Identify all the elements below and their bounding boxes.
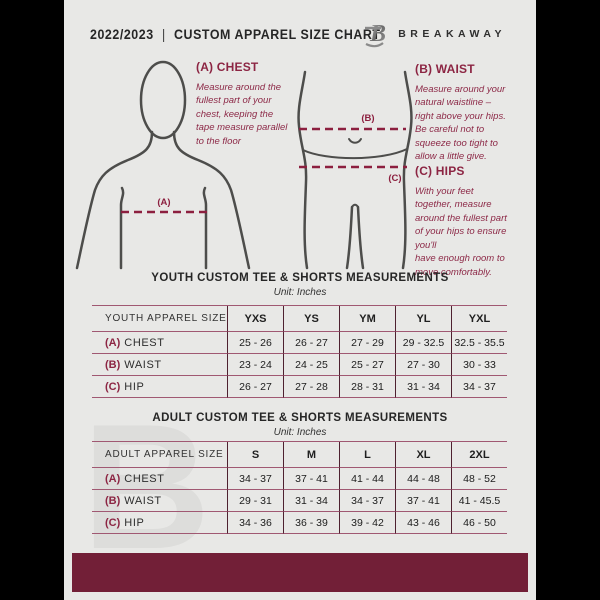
measure-name: WAIST — [124, 358, 162, 371]
waist-description: Measure around your natural waistline – … — [415, 84, 506, 163]
hips-heading: (C) HIPS — [415, 164, 465, 178]
measurement-value-cell: 23 - 24 — [227, 354, 283, 376]
chest-line-label: (A) — [157, 197, 170, 208]
page-title: CUSTOM APPAREL SIZE CHART — [174, 26, 381, 42]
measurement-value-cell: 27 - 28 — [283, 376, 339, 398]
waist-heading: (B) WAIST — [415, 62, 475, 76]
hips-line-label: (C) — [388, 173, 401, 184]
measure-name: WAIST — [124, 494, 162, 507]
brand-name: BREAKAWAY — [398, 28, 506, 40]
youth-table-title: YOUTH CUSTOM TEE & SHORTS MEASUREMENTS — [151, 272, 449, 284]
torso-figure — [75, 60, 251, 270]
measure-key: (C) — [105, 516, 121, 529]
measure-key: (A) — [105, 472, 121, 485]
measure-key: (C) — [105, 380, 121, 393]
waist-line-label: (B) — [361, 113, 374, 124]
measurement-value-cell: 31 - 34 — [283, 490, 339, 512]
size-column-header: YS — [283, 306, 339, 332]
measurement-value-cell: 44 - 48 — [395, 468, 451, 490]
measurement-value-cell: 26 - 27 — [283, 332, 339, 354]
chest-measurement-block: (A) CHEST Measure around the fullest par… — [196, 60, 314, 148]
row-label-cell: (C) HIP — [92, 376, 227, 398]
measurement-value-cell: 25 - 26 — [227, 332, 283, 354]
measurement-value-cell: 24 - 25 — [283, 354, 339, 376]
measure-key: (B) — [105, 358, 121, 371]
measurement-value-cell: 25 - 27 — [339, 354, 395, 376]
measurement-value-cell: 46 - 50 — [451, 512, 507, 534]
row-label-cell: (B) WAIST — [92, 490, 227, 512]
measurement-value-cell: 26 - 27 — [227, 376, 283, 398]
measure-name: HIP — [124, 516, 145, 529]
adult-table-unit: Unit: Inches — [273, 427, 327, 438]
header-divider: | — [161, 26, 166, 42]
header-title: 2022/2023 | CUSTOM APPAREL SIZE CHART — [90, 27, 381, 42]
measurement-value-cell: 29 - 32.5 — [395, 332, 451, 354]
size-column-header: S — [227, 442, 283, 468]
measurement-value-cell: 39 - 42 — [339, 512, 395, 534]
size-column-header: L — [339, 442, 395, 468]
size-column-header: 2XL — [451, 442, 507, 468]
measurement-value-cell: 48 - 52 — [451, 468, 507, 490]
hips-description: With your feet together, measure around … — [415, 186, 507, 278]
row-label-cell: (A) CHEST — [92, 332, 227, 354]
measurement-value-cell: 28 - 31 — [339, 376, 395, 398]
waist-measurement-block: (B) WAIST Measure around your natural wa… — [415, 62, 533, 164]
size-column-header: XL — [395, 442, 451, 468]
size-chart-flyer: 2022/2023 | CUSTOM APPAREL SIZE CHART B … — [64, 0, 536, 600]
measure-name: HIP — [124, 380, 145, 393]
measurement-value-cell: 30 - 33 — [451, 354, 507, 376]
measurement-value-cell: 27 - 30 — [395, 354, 451, 376]
measurement-value-cell: 34 - 37 — [227, 468, 283, 490]
measurement-diagram: (A) (B) (C) — [75, 60, 413, 270]
measurement-value-cell: 41 - 44 — [339, 468, 395, 490]
measurement-value-cell: 43 - 46 — [395, 512, 451, 534]
adult-size-table: ADULT APPAREL SIZE S M L XL 2XL (A) CHEST 34 - 3… — [92, 441, 507, 534]
row-label-cell: (B) WAIST — [92, 354, 227, 376]
size-header-cell: ADULT APPAREL SIZE — [92, 442, 227, 468]
brand-logo: B BREAKAWAY — [364, 20, 506, 48]
measurement-value-cell: 32.5 - 35.5 — [451, 332, 507, 354]
size-column-header: M — [283, 442, 339, 468]
measurement-value-cell: 41 - 45.5 — [451, 490, 507, 512]
measurement-value-cell: 37 - 41 — [395, 490, 451, 512]
size-column-header: YL — [395, 306, 451, 332]
measurement-value-cell: 37 - 41 — [283, 468, 339, 490]
adult-table-title: ADULT CUSTOM TEE & SHORTS MEASUREMENTS — [152, 412, 448, 424]
size-column-header: YM — [339, 306, 395, 332]
measurement-value-cell: 34 - 37 — [451, 376, 507, 398]
measurement-value-cell: 29 - 31 — [227, 490, 283, 512]
measure-name: CHEST — [124, 472, 165, 485]
measurement-value-cell: 36 - 39 — [283, 512, 339, 534]
measurement-value-cell: 27 - 29 — [339, 332, 395, 354]
breakaway-b-mark-icon: B — [365, 21, 386, 48]
lower-body-figure — [297, 70, 413, 270]
measure-name: CHEST — [124, 336, 165, 349]
measure-key: (A) — [105, 336, 121, 349]
measurement-value-cell: 34 - 37 — [339, 490, 395, 512]
measurement-value-cell: 34 - 36 — [227, 512, 283, 534]
footer-bar — [72, 553, 528, 592]
row-label-cell: (C) HIP — [92, 512, 227, 534]
youth-table-unit: Unit: Inches — [273, 287, 327, 298]
header: 2022/2023 | CUSTOM APPAREL SIZE CHART B … — [90, 20, 522, 48]
size-column-header: YXS — [227, 306, 283, 332]
hips-measurement-block: (C) HIPS With your feet together, measur… — [415, 164, 533, 279]
breakaway-watermark-letter: B — [82, 387, 211, 586]
row-label-cell: (A) CHEST — [92, 468, 227, 490]
chest-description: Measure around the fullest part of your … — [196, 82, 288, 147]
header-year: 2022/2023 — [90, 26, 154, 42]
size-header-cell: YOUTH APPAREL SIZE — [92, 306, 227, 332]
youth-size-table: YOUTH APPAREL SIZE YXS YS YM YL YXL (A) CHEST 25… — [92, 305, 507, 398]
measurement-value-cell: 31 - 34 — [395, 376, 451, 398]
measure-key: (B) — [105, 494, 121, 507]
chest-heading: (A) CHEST — [196, 60, 259, 74]
size-column-header: YXL — [451, 306, 507, 332]
